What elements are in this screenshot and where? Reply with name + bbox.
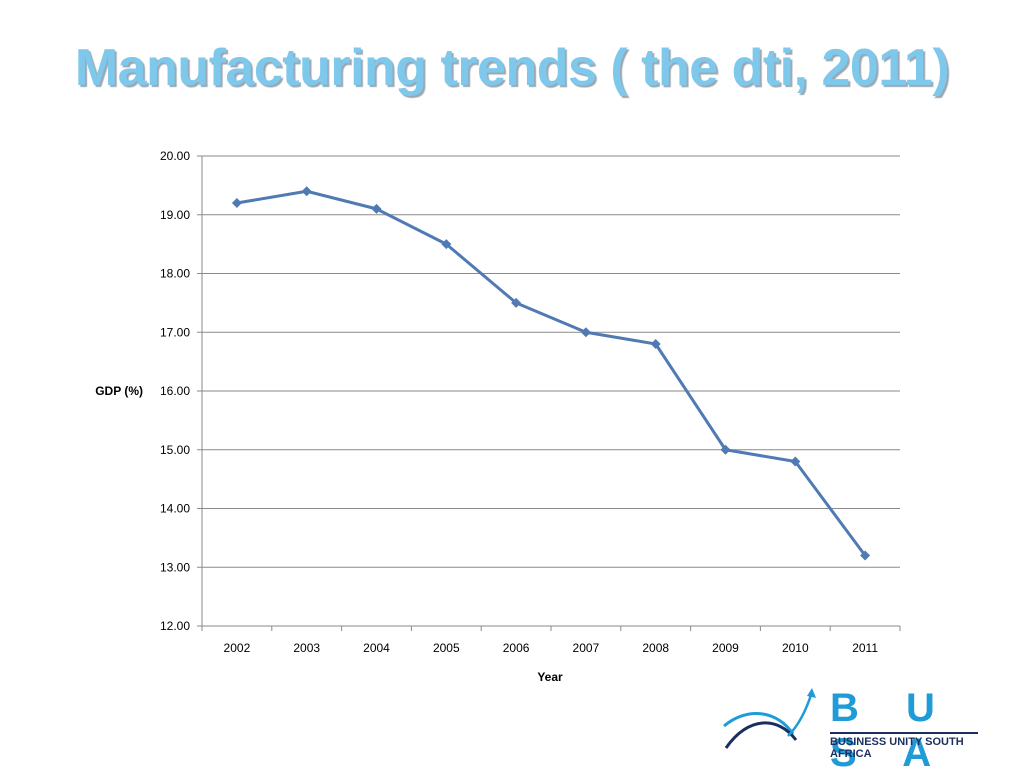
busa-swoosh-icon bbox=[723, 688, 816, 749]
data-point-marker bbox=[371, 203, 382, 214]
y-axis-title: GDP (%) bbox=[95, 384, 143, 398]
y-tick-label: 20.00 bbox=[160, 149, 190, 163]
data-point-marker bbox=[231, 198, 242, 208]
series-line bbox=[236, 189, 867, 557]
data-point-markers bbox=[231, 186, 871, 561]
logo-letters: B U S A bbox=[830, 686, 953, 775]
slide-title: Manufacturing trends ( the dti, 2011) bbox=[74, 39, 950, 97]
x-tick-label: 2009 bbox=[712, 641, 739, 655]
data-point-marker bbox=[580, 327, 591, 338]
data-point-marker bbox=[650, 339, 661, 349]
data-point-marker bbox=[720, 444, 731, 455]
data-point-marker bbox=[511, 297, 522, 308]
x-tick-label: 2006 bbox=[503, 641, 530, 655]
x-tick-labels: 2002 2003 2004 2005 2006 2007 2008 2009 2010 2011 bbox=[224, 641, 879, 655]
data-point-marker bbox=[441, 239, 452, 250]
data-point-marker bbox=[790, 456, 801, 467]
y-tick-label: 13.00 bbox=[160, 560, 190, 574]
x-tick-label: 2003 bbox=[293, 641, 320, 655]
y-tick-label: 19.00 bbox=[160, 208, 190, 222]
x-tick-label: 2010 bbox=[782, 641, 809, 655]
busa-logo: B U S A BUSINESS UNITY SOUTH AFRICA bbox=[718, 686, 978, 775]
x-tick-label: 2007 bbox=[573, 641, 600, 655]
axes bbox=[197, 155, 901, 631]
data-point-marker bbox=[301, 186, 312, 197]
x-tick-label: 2002 bbox=[224, 641, 251, 655]
y-tick-label: 18.00 bbox=[160, 267, 190, 281]
logo-subtitle: BUSINESS UNITY SOUTH AFRICA bbox=[830, 732, 978, 760]
x-axis-title: Year bbox=[537, 670, 563, 684]
y-tick-label: 12.00 bbox=[160, 619, 190, 633]
x-tick-label: 2011 bbox=[852, 641, 878, 655]
x-tick-label: 2005 bbox=[433, 641, 460, 655]
y-tick-label: 16.00 bbox=[160, 384, 190, 398]
y-tick-label: 15.00 bbox=[160, 443, 190, 457]
y-tick-label: 14.00 bbox=[160, 502, 190, 516]
grid-lines bbox=[202, 155, 900, 627]
y-tick-label: 17.00 bbox=[160, 325, 190, 339]
y-tick-labels: 12.00 13.00 14.00 15.00 16.00 17.00 18.00 19.00… bbox=[160, 149, 190, 633]
data-point-marker bbox=[860, 550, 871, 561]
x-tick-label: 2008 bbox=[642, 641, 669, 655]
x-tick-label: 2004 bbox=[363, 641, 390, 655]
